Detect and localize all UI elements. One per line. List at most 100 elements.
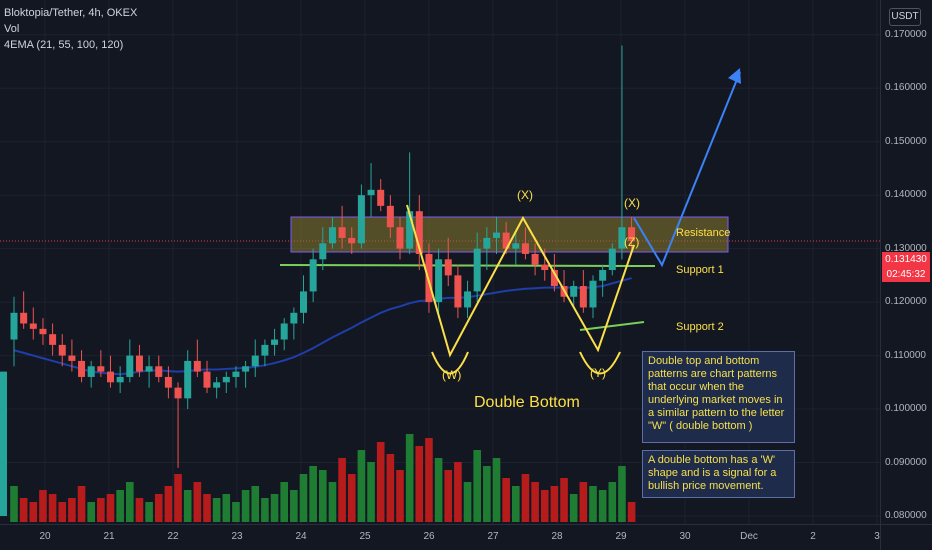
volume-bar-6: [68, 498, 76, 522]
volume-bar-15: [154, 494, 163, 522]
volume-bar-46: [454, 462, 462, 522]
candle-body-18: [184, 360, 192, 399]
volume-bar-55: [540, 490, 549, 522]
volume-bar-49: [483, 466, 491, 522]
candle-body-36: [357, 195, 365, 244]
candle-body-22: [222, 376, 230, 383]
candle-body-15: [155, 366, 163, 377]
resistance-label: Resistance: [676, 227, 731, 239]
volume-bar-8: [87, 502, 95, 522]
volume-bar-39: [386, 454, 395, 522]
candle-body-29: [290, 312, 298, 324]
volume-bar-41: [405, 434, 414, 522]
candle-body-27: [271, 339, 279, 345]
volume-bar-50: [492, 458, 501, 522]
w-pattern-line: [406, 204, 635, 358]
volume-bar-51: [502, 478, 510, 522]
support-1-label: Support 1: [676, 264, 724, 276]
volume-bar-30: [299, 474, 308, 522]
candle-body-8: [87, 366, 95, 377]
currency-unit-badge[interactable]: USDT: [889, 8, 921, 26]
candle-body-24: [242, 366, 250, 372]
x-tick-label-9: 29: [615, 531, 627, 542]
ema-indicator-label: 4EMA (21, 55, 100, 120): [4, 39, 124, 51]
candle-body-20: [203, 371, 211, 388]
candle-body-51: [502, 232, 510, 249]
volume-bar-5: [58, 502, 67, 522]
y-bottom-arc: [579, 351, 621, 375]
candle-body-31: [309, 259, 317, 292]
x-tick-label-10: 30: [679, 531, 691, 542]
candle-body-44: [435, 259, 443, 303]
candle-body-60: [589, 280, 597, 308]
candle-body-61: [599, 270, 607, 281]
candle-body-17: [174, 387, 182, 399]
volume-bar-18: [183, 490, 192, 522]
ema-lines: [13, 277, 632, 376]
candle-body-26: [261, 344, 269, 356]
volume-bar-2: [29, 502, 38, 522]
volume-bar-28: [280, 482, 288, 522]
volume-indicator-label: Vol: [4, 23, 20, 35]
candle-body-53: [521, 243, 529, 254]
volume-bar-53: [521, 474, 530, 522]
volume-bar-31: [309, 466, 317, 522]
candle-body-19: [193, 360, 201, 372]
x-tick-label-6: 26: [423, 531, 435, 542]
candle-body-7: [78, 360, 86, 377]
volume-bar-9: [97, 498, 105, 522]
candle-body-45: [444, 259, 452, 276]
candle-body-54: [531, 253, 539, 265]
volume-bar-21: [212, 498, 221, 522]
volume-bar-17: [174, 474, 182, 522]
ema-line-0: [13, 277, 632, 376]
candle-body-6: [68, 355, 76, 361]
annotation-z: (Z): [624, 235, 640, 249]
candle-body-23: [232, 371, 240, 377]
volume-bars: [10, 434, 636, 522]
volume-bar-3: [39, 490, 47, 522]
volume-bar-12: [126, 482, 134, 522]
candlesticks: [0, 45, 636, 516]
x-tick-label-1: 21: [103, 531, 115, 542]
candle-body-58: [570, 286, 578, 297]
candle-body-46: [454, 275, 462, 308]
bar-countdown: 02:45:32: [886, 269, 926, 280]
volume-bar-45: [444, 470, 453, 522]
annotation-x-left: (X): [517, 188, 533, 202]
candle-body-4: [49, 334, 57, 345]
x-tick-label-11: Dec: [740, 531, 758, 542]
x-tick-label-12: 2: [810, 531, 816, 542]
candle-body-33: [328, 227, 336, 244]
candle-body-25: [251, 355, 259, 367]
y-tick-label-7: 0.100000: [885, 403, 927, 415]
volume-bar-37: [367, 462, 375, 522]
candle-body-14: [145, 366, 153, 372]
symbol-title: Bloktopia/Tether, 4h, OKEX: [4, 7, 138, 19]
candle-body-30: [300, 291, 307, 313]
candle-body-34: [338, 227, 346, 238]
volume-bar-24: [241, 490, 250, 522]
candle-body-35: [348, 237, 356, 244]
candle-body-edge: [0, 371, 7, 516]
volume-bar-4: [48, 494, 57, 522]
x-tick-label-2: 22: [167, 531, 179, 542]
volume-bar-61: [598, 490, 607, 522]
candle-body-2: [29, 323, 37, 329]
candle-body-37: [367, 189, 375, 196]
volume-bar-47: [463, 482, 472, 522]
volume-bar-63: [618, 466, 626, 522]
support-2-label: Support 2: [676, 321, 724, 333]
volume-bar-20: [203, 494, 211, 522]
candle-body-10: [107, 371, 114, 383]
candle-body-40: [396, 227, 404, 249]
volume-bar-64: [627, 502, 636, 522]
volume-bar-16: [164, 486, 173, 522]
last-price-tag: 0.131430 02:45:32: [882, 252, 930, 282]
volume-bar-11: [116, 490, 124, 522]
x-tick-label-8: 28: [551, 531, 563, 542]
candle-body-12: [126, 355, 134, 377]
volume-bar-38: [376, 442, 385, 522]
candle-body-48: [473, 248, 481, 292]
